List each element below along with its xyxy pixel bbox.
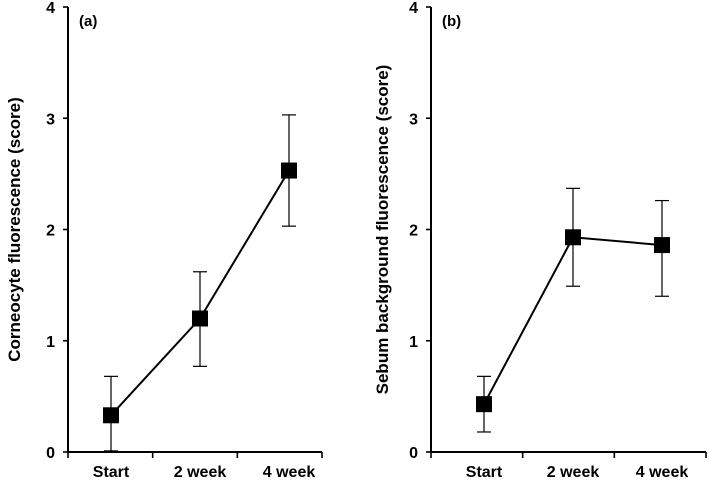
x-tick-label: 2 week: [174, 464, 227, 481]
y-tick-label: 4: [409, 0, 418, 17]
x-tick-label: 4 week: [636, 464, 689, 481]
y-tick-label: 1: [409, 334, 418, 351]
panel-label: (a): [79, 13, 97, 30]
panel-label: (b): [442, 13, 461, 30]
y-tick-label: 4: [46, 0, 55, 17]
panel-a: 0 1 2 3 4 Start 2 week 4 week Corneocyte fluores…: [5, 0, 323, 481]
y-tick-label: 2: [409, 223, 418, 240]
data-point: [654, 237, 670, 254]
x-tick-label: 4 week: [263, 464, 316, 481]
y-tick-label: 0: [46, 445, 55, 462]
y-tick-label: 1: [46, 334, 55, 351]
y-axis-label: Corneocyte fluorescence (score): [5, 97, 24, 362]
y-axis-label: Sebum background fluorescence (score): [373, 65, 392, 395]
data-point: [476, 396, 492, 413]
data-point: [192, 310, 208, 327]
y-tick-label: 3: [46, 111, 55, 128]
x-tick-label: Start: [466, 464, 503, 481]
panel-b: 0 1 2 3 4 Start 2 week 4 week Sebum background f…: [373, 0, 707, 481]
data-point: [281, 162, 297, 179]
y-tick-label: 3: [409, 111, 418, 128]
data-point: [565, 229, 581, 246]
data-point: [103, 407, 119, 424]
x-tick-label: Start: [93, 464, 130, 481]
y-tick-label: 0: [409, 445, 418, 462]
x-tick-label: 2 week: [547, 464, 600, 481]
y-tick-label: 2: [46, 223, 55, 240]
